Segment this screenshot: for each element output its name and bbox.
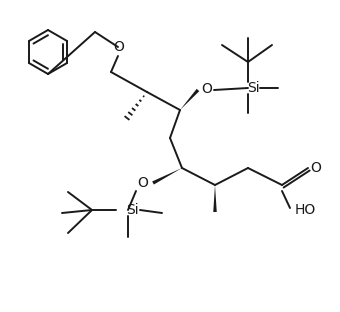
Text: Si: Si	[247, 81, 259, 95]
Text: O: O	[138, 176, 149, 190]
Text: O: O	[114, 40, 124, 54]
Polygon shape	[152, 168, 182, 185]
Text: O: O	[202, 82, 212, 96]
Text: O: O	[310, 161, 321, 175]
Polygon shape	[180, 89, 199, 110]
Text: Si: Si	[126, 203, 138, 217]
Polygon shape	[213, 185, 217, 212]
Text: HO: HO	[295, 203, 316, 217]
